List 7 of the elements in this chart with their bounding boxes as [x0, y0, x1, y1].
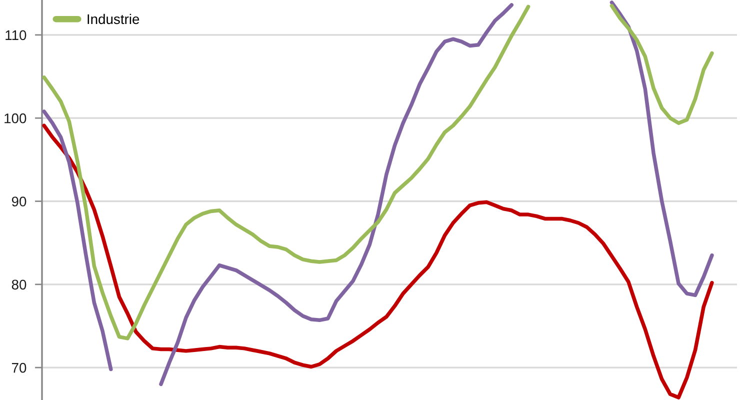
legend-label: Industrie	[88, 14, 140, 24]
line-series	[42, 124, 714, 400]
y-tick-label: 80	[12, 280, 26, 290]
y-tick-label: 90	[12, 196, 26, 206]
y-tick-label: 70	[12, 362, 26, 373]
y-tick-label: 110	[6, 30, 26, 40]
y-tick-label: 100	[4, 113, 26, 124]
